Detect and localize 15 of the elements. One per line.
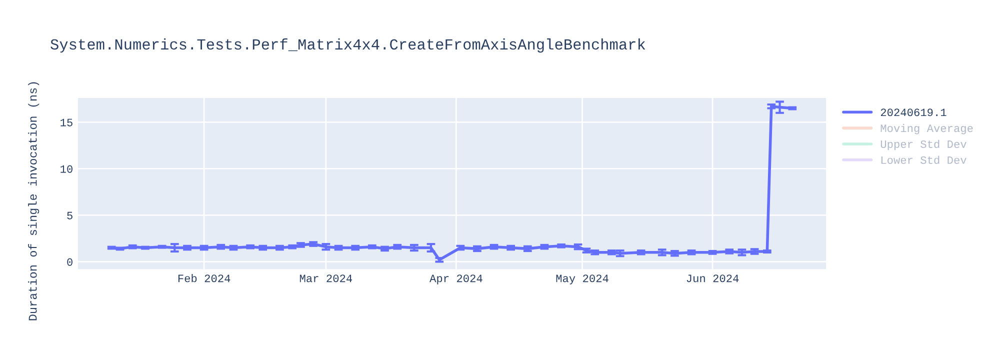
x-tick-label: Apr 2024 [430, 274, 482, 284]
legend-label: Moving Average [880, 124, 973, 134]
y-tick-label: 15 [60, 118, 72, 126]
x-tick-label: Feb 2024 [178, 274, 230, 282]
legend-label: Upper Std Dev [880, 140, 966, 150]
legend-label: 20240619.1 [880, 108, 946, 116]
legend-label: Lower Std Dev [881, 156, 966, 164]
x-tick-label: Mar 2024 [300, 274, 352, 282]
x-tick-label: Jun 2024 [686, 274, 739, 282]
y-axis-title: Duration of single invocation (ns) [28, 82, 40, 320]
y-tick-label: 5 [67, 212, 72, 220]
chart-title: System.Numerics.Tests.Perf_Matrix4x4.CreateFromAxisAngleBenchmark [50, 38, 646, 53]
y-tick-label: 0 [67, 258, 72, 266]
y-tick-label: 10 [60, 165, 72, 173]
x-tick-label: May 2024 [556, 274, 608, 284]
